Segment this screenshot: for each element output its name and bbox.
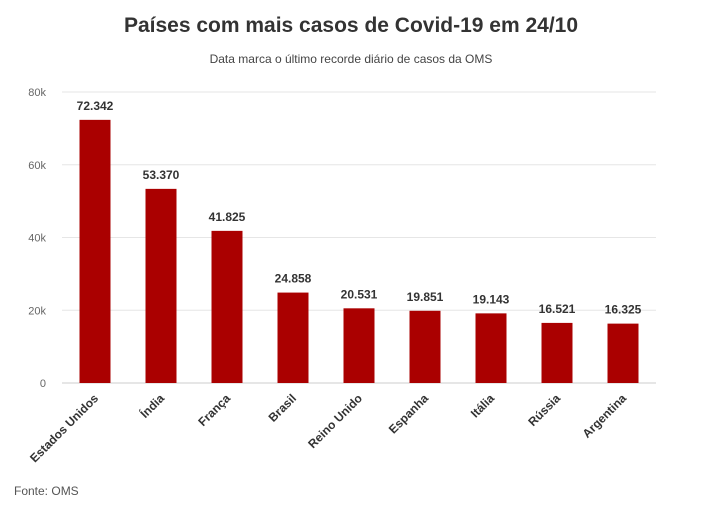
x-tick-label: Itália — [468, 391, 497, 420]
x-tick-label: Índia — [137, 390, 168, 421]
data-label: 24.858 — [275, 272, 312, 286]
x-tick-label: Estados Unidos — [27, 391, 101, 465]
x-tick-label: França — [195, 391, 233, 429]
chart-title: Países com mais casos de Covid-19 em 24/… — [123, 14, 579, 37]
chart-subtitle: Data marca o último recorde diário de ca… — [209, 52, 493, 66]
data-label: 20.531 — [341, 287, 378, 301]
y-tick-label: 40k — [28, 233, 46, 245]
y-tick-label: 60k — [28, 160, 46, 172]
source-note: Fonte: OMS — [14, 484, 79, 498]
y-axis: 0 20k 40k 60k 80k — [28, 87, 46, 390]
bar — [343, 308, 375, 383]
x-axis: Estados Unidos Índia França Brasil Reino Uni… — [27, 390, 629, 465]
x-tick-label: Espanha — [386, 391, 431, 436]
x-tick-label: Argentina — [580, 391, 630, 441]
bar — [79, 119, 111, 384]
bar — [475, 313, 507, 383]
data-label: 53.370 — [143, 168, 180, 182]
y-tick-label: 80k — [28, 87, 46, 99]
data-label: 41.825 — [209, 210, 246, 224]
bar — [409, 310, 441, 383]
y-tick-label: 20k — [28, 305, 46, 317]
data-label: 19.851 — [407, 290, 444, 304]
bars — [79, 119, 639, 384]
data-labels: 72.342 53.370 41.825 24.858 20.531 19.851 19.1… — [77, 99, 642, 317]
data-label: 16.521 — [539, 302, 576, 316]
x-tick-label: Rússia — [525, 391, 563, 429]
bar — [211, 230, 243, 383]
data-label: 19.143 — [473, 292, 510, 306]
y-tick-label: 0 — [40, 378, 46, 390]
bar — [541, 322, 573, 383]
data-label: 72.342 — [77, 99, 114, 113]
data-label: 16.325 — [605, 303, 642, 317]
bar — [607, 323, 639, 383]
x-tick-label: Reino Unido — [305, 391, 365, 451]
bar — [145, 188, 177, 383]
x-tick-label: Brasil — [266, 391, 299, 424]
bar — [277, 292, 309, 383]
